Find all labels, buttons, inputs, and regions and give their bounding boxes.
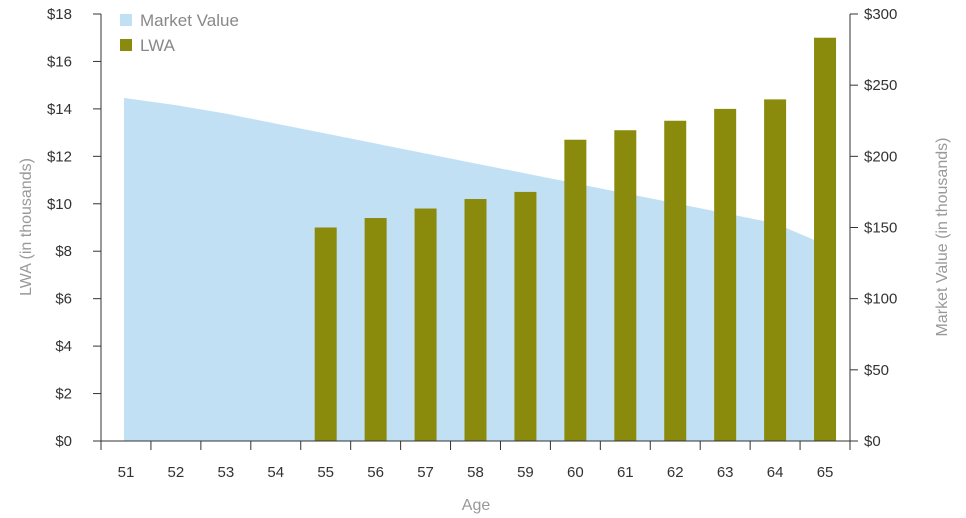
left-tick-label: $14 [47, 101, 72, 118]
x-tick-label: 57 [417, 464, 434, 481]
lwa-bar [364, 218, 387, 441]
left-tick-label: $18 [47, 6, 72, 23]
x-tick-label: 51 [118, 464, 135, 481]
lwa-bar [564, 139, 587, 441]
lwa-bar-layer [314, 37, 837, 442]
x-tick-label: 60 [567, 464, 584, 481]
left-y-axis-ticks: $0 $2 $4 $6 $8 $10 $12 $14 $16 $18 [47, 6, 101, 450]
right-tick-label: $0 [864, 433, 881, 450]
x-tick-label: 59 [517, 464, 534, 481]
legend: Market Value LWA [120, 11, 239, 55]
legend-label-market-value: Market Value [140, 11, 239, 30]
right-y-axis-ticks: $0 $50 $100 $150 $200 $250 $300 [850, 6, 897, 450]
x-tick-label: 65 [817, 464, 834, 481]
left-tick-label: $8 [55, 243, 72, 260]
right-tick-label: $300 [864, 6, 897, 23]
right-tick-label: $200 [864, 148, 897, 165]
lwa-bar [664, 120, 687, 441]
x-axis-title: Age [462, 497, 491, 514]
legend-swatch-market-value [120, 14, 132, 26]
left-y-axis-title: LWA (in thousands) [18, 158, 35, 296]
lwa-bar [314, 227, 337, 441]
x-tick-label: 56 [367, 464, 384, 481]
right-tick-label: $150 [864, 220, 897, 237]
lwa-bar [764, 99, 787, 442]
left-tick-label: $16 [47, 53, 72, 70]
lwa-bar [464, 199, 487, 441]
left-tick-label: $6 [55, 291, 72, 308]
right-tick-label: $50 [864, 362, 889, 379]
x-axis-ticks: 51 52 53 54 55 56 57 58 59 60 61 62 63 64 65 [100, 441, 851, 481]
lwa-bar [814, 37, 837, 441]
right-y-axis-title: Market Value (in thousands) [934, 138, 951, 337]
legend-label-lwa: LWA [140, 36, 176, 55]
x-tick-label: 63 [717, 464, 734, 481]
right-tick-label: $100 [864, 291, 897, 308]
right-tick-label: $250 [864, 77, 897, 94]
lwa-bar [414, 208, 437, 441]
lwa-bar [714, 108, 737, 441]
x-tick-label: 55 [317, 464, 334, 481]
left-tick-label: $0 [55, 433, 72, 450]
x-tick-label: 64 [767, 464, 784, 481]
x-tick-label: 52 [168, 464, 185, 481]
lwa-bar [614, 130, 637, 441]
x-tick-label: 53 [217, 464, 234, 481]
left-tick-label: $4 [55, 338, 72, 355]
left-tick-label: $12 [47, 148, 72, 165]
left-tick-label: $2 [55, 386, 72, 403]
x-tick-label: 62 [667, 464, 684, 481]
x-tick-label: 54 [267, 464, 284, 481]
lwa-bar [514, 191, 537, 441]
left-tick-label: $10 [47, 196, 72, 213]
x-tick-label: 61 [617, 464, 634, 481]
legend-swatch-lwa [120, 39, 132, 51]
x-tick-label: 58 [467, 464, 484, 481]
